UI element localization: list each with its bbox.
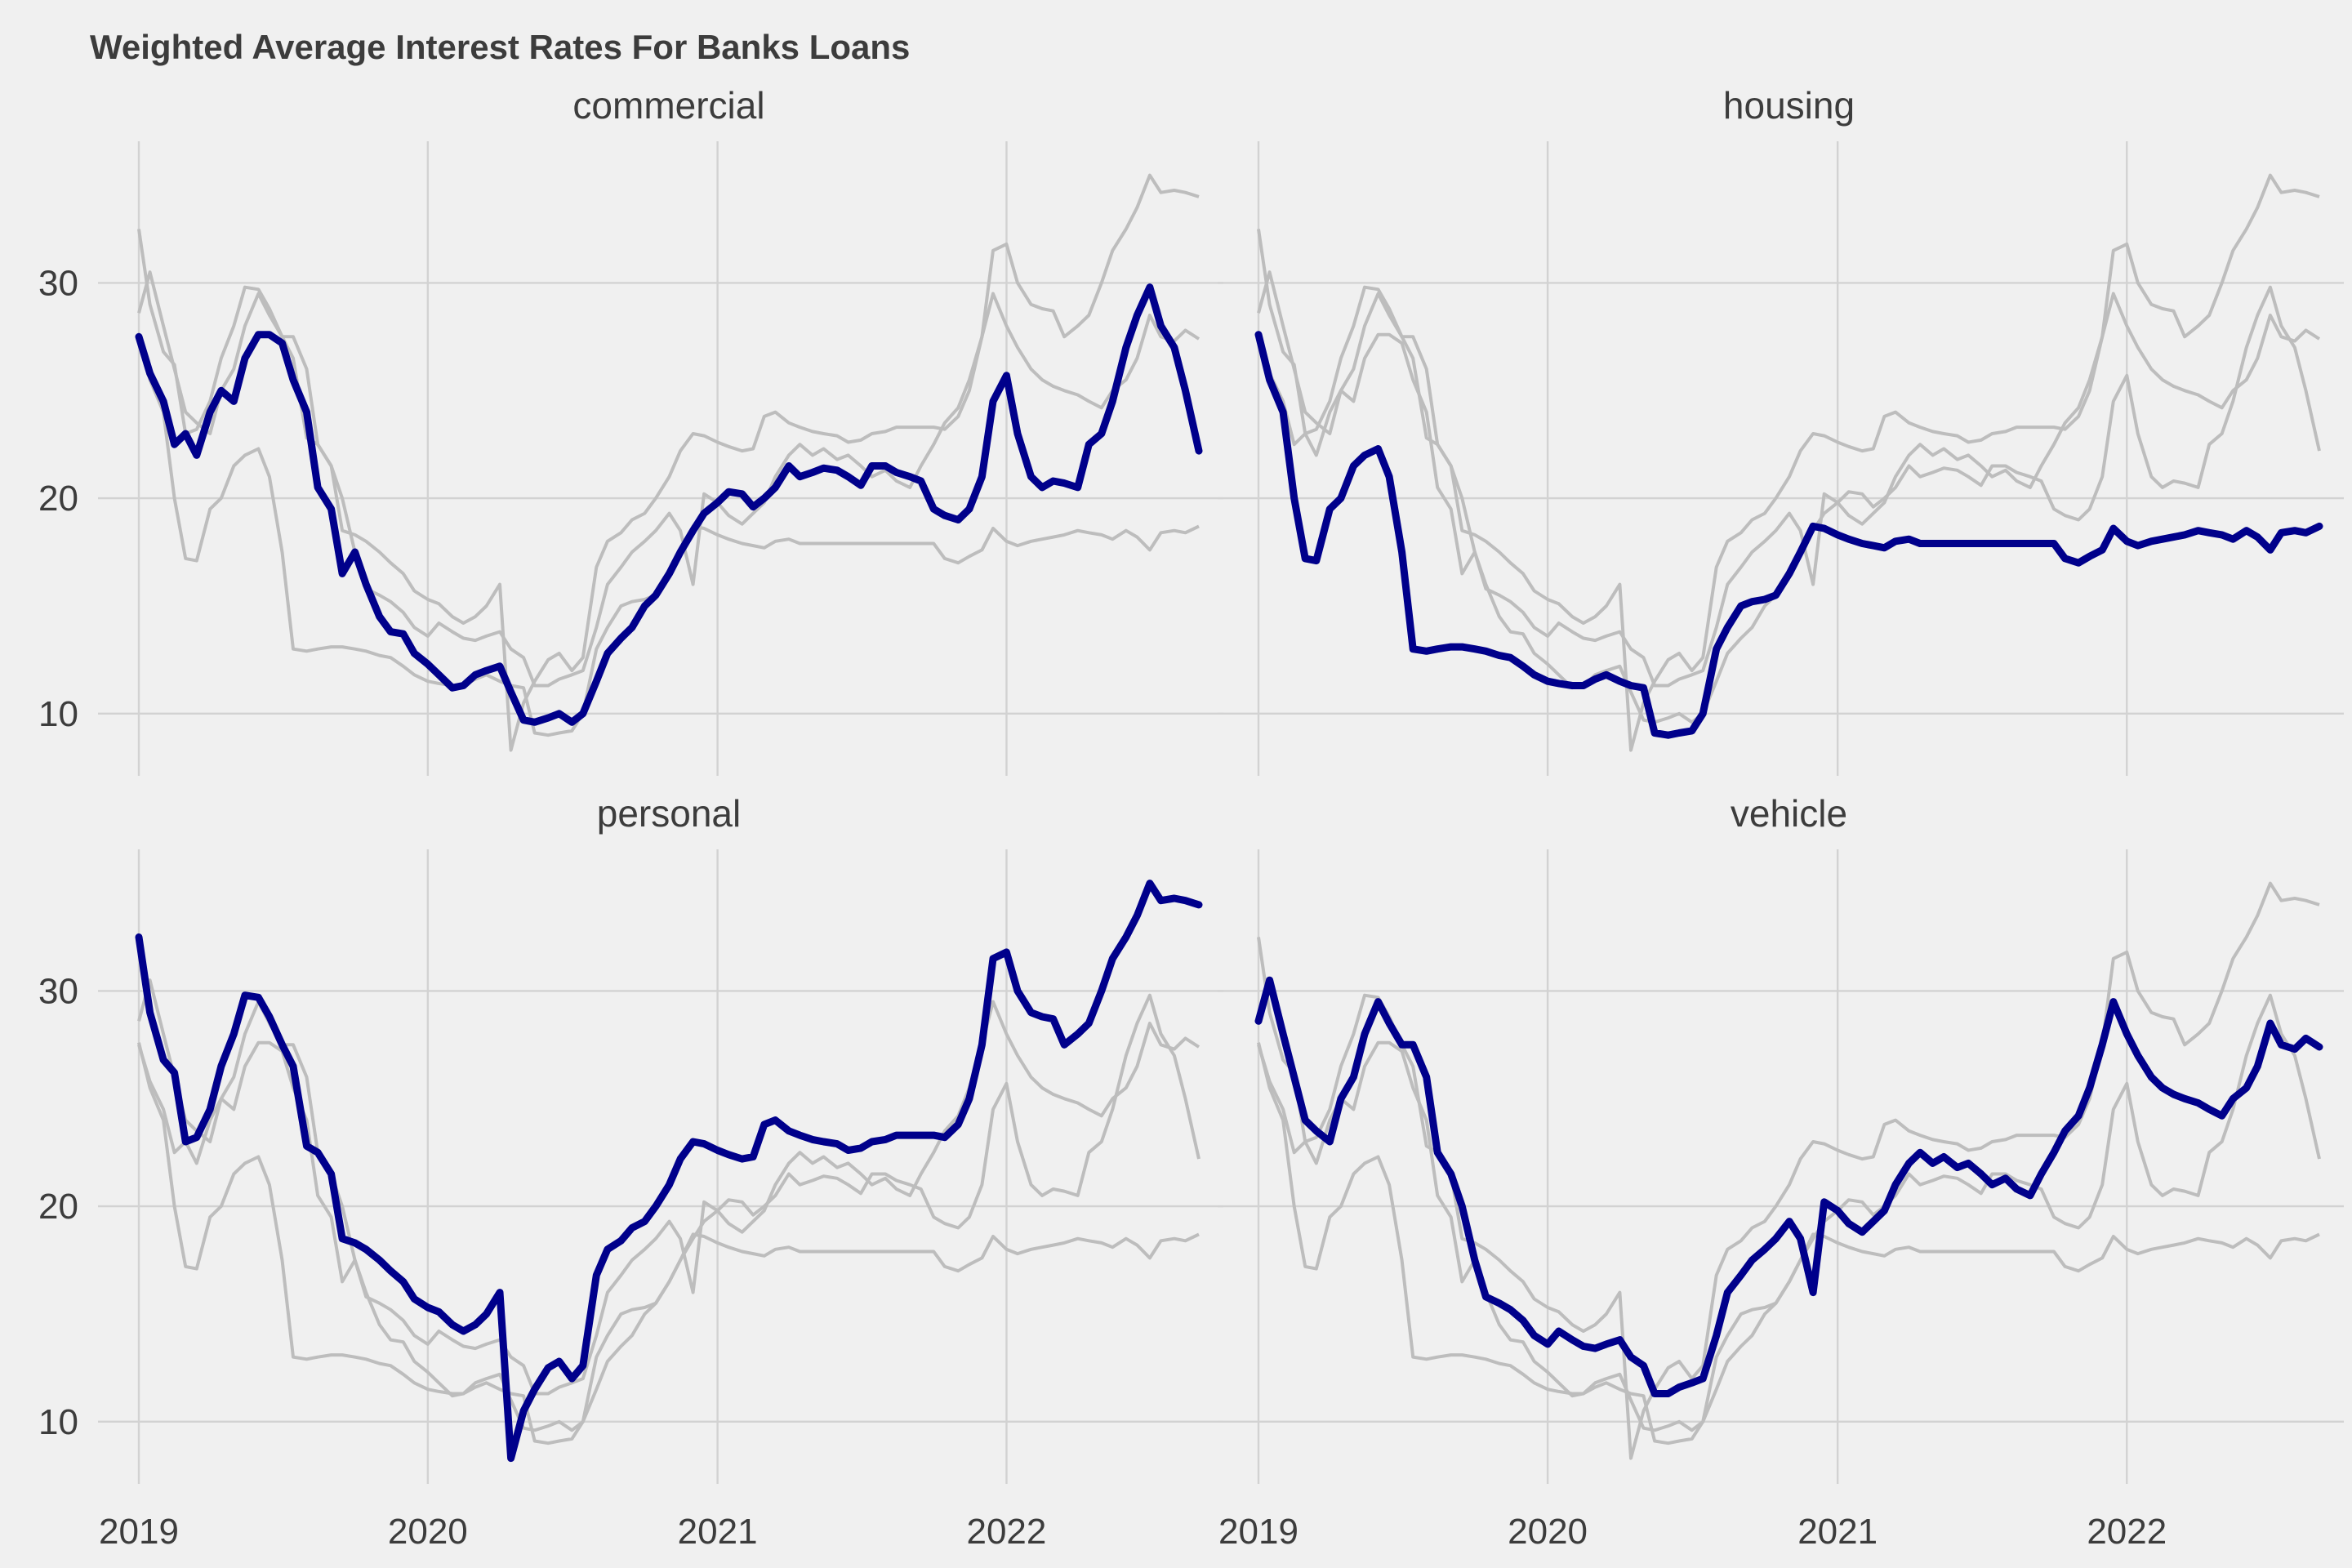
x-tick-label-2019: 2019 — [99, 1512, 179, 1552]
y-tick-label-20: 20 — [38, 1187, 78, 1227]
y-tick-label-10: 10 — [38, 694, 78, 734]
x-tick-label-2020: 2020 — [388, 1512, 468, 1552]
context-line-housing — [137, 1042, 1200, 1446]
context-line-personal — [1257, 173, 2320, 752]
x-tick-label-2021: 2021 — [678, 1512, 758, 1552]
context-line-vehicle — [137, 978, 1200, 1396]
highlight-line-commercial — [135, 283, 1203, 726]
facet-vehicle: vehicle 2019 2020 2021 2022 — [1218, 792, 2344, 1552]
x-tick-label-2022: 2022 — [2087, 1512, 2167, 1552]
x-tick-label-2019: 2019 — [1218, 1512, 1298, 1552]
facet-personal: personal 10 20 30 2019 2020 2021 2022 — [38, 792, 1223, 1552]
highlight-line-personal — [135, 880, 1203, 1463]
x-tick-label-2020: 2020 — [1508, 1512, 1588, 1552]
facet-panels: commercial 10 20 30 housing personal 10 20 30 201… — [38, 84, 2344, 1552]
facet-label-personal: personal — [597, 792, 741, 835]
x-tick-label-2022: 2022 — [966, 1512, 1046, 1552]
y-tick-label-30: 30 — [38, 263, 78, 303]
context-line-vehicle — [137, 270, 1200, 688]
facet-housing: housing — [1218, 84, 2344, 776]
facet-label-housing: housing — [1723, 84, 1855, 127]
y-tick-label-20: 20 — [38, 479, 78, 519]
facet-label-vehicle: vehicle — [1731, 792, 1847, 835]
highlight-line-housing — [1254, 331, 2323, 739]
facet-label-commercial: commercial — [572, 84, 764, 127]
context-line-vehicle — [1257, 270, 2321, 688]
y-tick-label-30: 30 — [38, 971, 78, 1011]
chart-title: Weighted Average Interest Rates For Bank… — [90, 28, 910, 66]
x-tick-label-2021: 2021 — [1797, 1512, 1878, 1552]
context-line-housing — [1257, 1042, 2320, 1446]
y-tick-label-10: 10 — [38, 1402, 78, 1442]
highlight-line-vehicle — [1254, 976, 2323, 1397]
facet-commercial: commercial 10 20 30 — [38, 84, 1223, 776]
